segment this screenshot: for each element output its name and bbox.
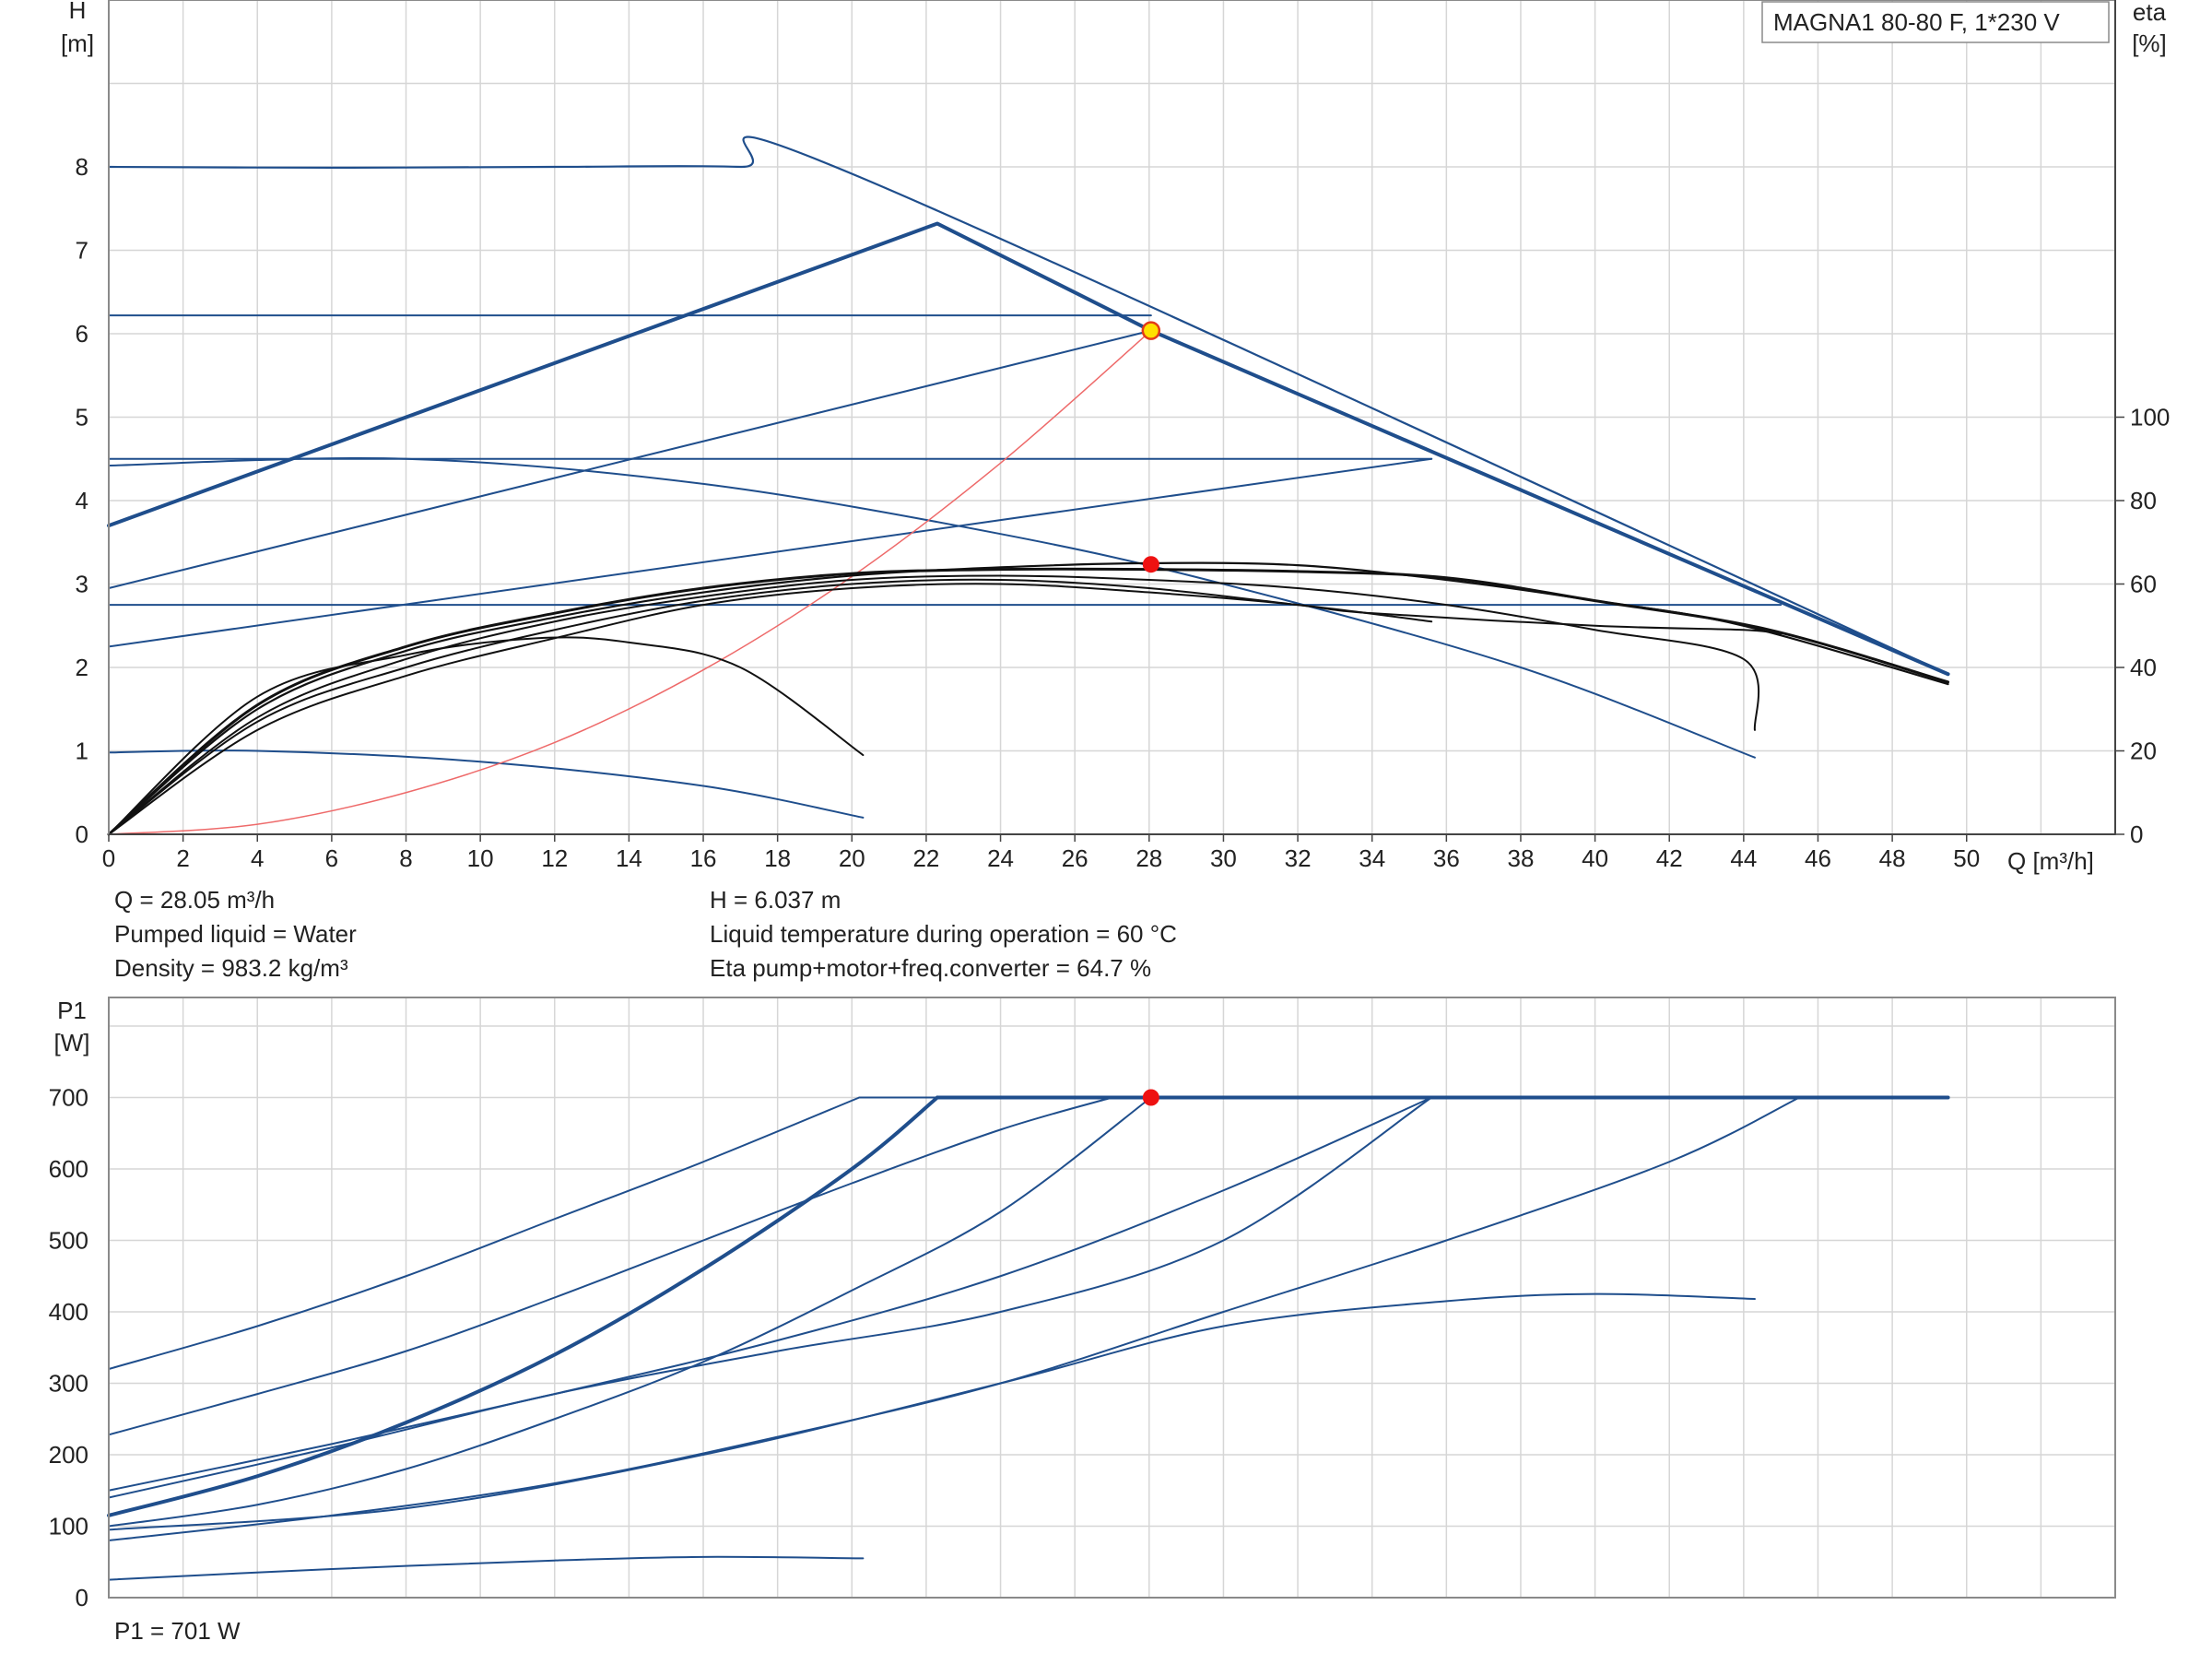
head-y-tick-label: 6	[76, 320, 88, 348]
head-x-tick-label: 12	[541, 844, 568, 872]
legend-box: MAGNA1 80-80 F, 1*230 V	[1761, 1, 2110, 43]
eta-axis-label: eta	[2133, 0, 2167, 26]
power-y-tick-label: 600	[49, 1155, 88, 1183]
head-x-tick-label: 34	[1359, 844, 1385, 872]
head-y-tick-label: 8	[76, 153, 88, 181]
eta-tick-label: 80	[2130, 487, 2157, 514]
head-curve-eta	[108, 636, 865, 835]
power-curve-power	[108, 1096, 1801, 1541]
power-y-tick-label: 500	[49, 1227, 88, 1255]
head-x-tick-label: 20	[839, 844, 865, 872]
head-x-tick-label: 46	[1805, 844, 1831, 872]
head-curve-system-curve	[108, 329, 1152, 835]
info-flow: Q = 28.05 m³/h	[114, 886, 276, 914]
head-x-tick-label: 14	[616, 844, 642, 872]
head-x-tick-label: 4	[251, 844, 264, 872]
head-curve-eta	[108, 574, 1760, 835]
head-y-tick-label: 1	[76, 738, 88, 765]
head-curve-const-curve	[108, 749, 865, 819]
power-y-axis-label: P1	[57, 997, 87, 1024]
head-curve-prop-pressure	[108, 457, 1433, 648]
info-density: Density = 983.2 kg/m³	[114, 954, 348, 982]
info-pumped-liquid: Pumped liquid = Water	[114, 920, 357, 948]
power-curve-power	[108, 1292, 1756, 1531]
head-x-tick-label: 2	[176, 844, 189, 872]
power-frame	[108, 997, 2116, 1599]
head-x-tick-label: 30	[1210, 844, 1237, 872]
info-power: P1 = 701 W	[114, 1617, 241, 1645]
head-y-tick-label: 2	[76, 654, 88, 681]
power-curve-power	[108, 1096, 861, 1370]
eta-tick-label: 20	[2130, 738, 2157, 765]
legend-label: MAGNA1 80-80 F, 1*230 V	[1773, 8, 2060, 36]
head-curve-prop-pressure-max	[107, 221, 1950, 677]
head-curve-eta	[107, 567, 1950, 836]
head-x-tick-label: 8	[399, 844, 412, 872]
head-curve-eta	[108, 583, 1433, 835]
head-x-tick-label: 0	[102, 844, 115, 872]
head-x-axis-label: Q [m³/h]	[2007, 847, 2094, 875]
power-curve-power	[108, 1096, 1433, 1499]
curve-layer	[107, 136, 1950, 1581]
head-curve-max-head	[107, 136, 1949, 676]
head-curve-const-curve	[108, 457, 1756, 759]
power-y-tick-label: 0	[76, 1584, 88, 1611]
grid-layer	[108, 0, 2116, 1599]
head-x-tick-label: 6	[325, 844, 338, 872]
head-x-tick-label: 38	[1508, 844, 1535, 872]
head-x-tick-label: 40	[1582, 844, 1608, 872]
eta-axis-unit: [%]	[2132, 30, 2167, 57]
eta-point-marker	[1142, 556, 1159, 573]
power-y-tick-label: 300	[49, 1370, 88, 1398]
axis-layer: 0 2 4 6 8 10 12 14 16 18 20 22 24 26 28 30 32 34 36 38 40 42 4…	[49, 0, 2170, 1611]
head-x-tick-label: 32	[1285, 844, 1312, 872]
power-y-axis-unit: [W]	[54, 1029, 90, 1056]
power-curve-power	[108, 1555, 865, 1581]
head-curve-eta	[107, 561, 1949, 836]
head-x-tick-label: 48	[1879, 844, 1906, 872]
head-y-tick-label: 4	[76, 487, 88, 514]
info-liquid-temperature: Liquid temperature during operation = 60…	[710, 920, 1177, 948]
marker-layer	[1141, 321, 1161, 1106]
head-x-tick-label: 10	[467, 844, 494, 872]
power-curve-power	[108, 1096, 1113, 1436]
head-x-tick-label: 36	[1433, 844, 1460, 872]
power-y-tick-label: 400	[49, 1298, 88, 1326]
power-y-tick-label: 700	[49, 1084, 88, 1112]
head-curve-prop-pressure	[108, 329, 1152, 590]
head-x-tick-label: 42	[1656, 844, 1683, 872]
head-y-tick-label: 7	[76, 237, 88, 265]
power-y-tick-label: 100	[49, 1513, 88, 1540]
head-y-tick-label: 0	[76, 820, 88, 848]
head-x-tick-label: 44	[1730, 844, 1757, 872]
info-efficiency: Eta pump+motor+freq.converter = 64.7 %	[710, 954, 1152, 982]
power-curve-power	[108, 1096, 1433, 1492]
power-curve-power	[108, 1096, 1152, 1528]
head-x-tick-label: 50	[1953, 844, 1980, 872]
eta-tick-label: 60	[2130, 571, 2157, 598]
head-y-tick-label: 3	[76, 571, 88, 598]
head-x-tick-label: 18	[764, 844, 791, 872]
head-y-axis-label: H	[69, 0, 87, 24]
eta-tick-label: 40	[2130, 654, 2157, 681]
eta-tick-label: 100	[2130, 404, 2170, 431]
head-x-tick-label: 28	[1135, 844, 1162, 872]
head-curve-eta	[108, 578, 1783, 835]
head-x-tick-label: 16	[690, 844, 717, 872]
eta-tick-label: 0	[2130, 820, 2143, 848]
power-point-marker	[1142, 1089, 1159, 1106]
head-x-tick-label: 26	[1062, 844, 1088, 872]
head-y-tick-label: 5	[76, 404, 88, 431]
duty-point-marker	[1141, 321, 1161, 340]
info-head: H = 6.037 m	[710, 886, 841, 914]
power-y-tick-label: 200	[49, 1441, 88, 1469]
power-curve-power	[107, 1095, 940, 1517]
head-x-tick-label: 22	[912, 844, 939, 872]
head-y-axis-unit: [m]	[61, 30, 94, 57]
head-x-tick-label: 24	[987, 844, 1014, 872]
